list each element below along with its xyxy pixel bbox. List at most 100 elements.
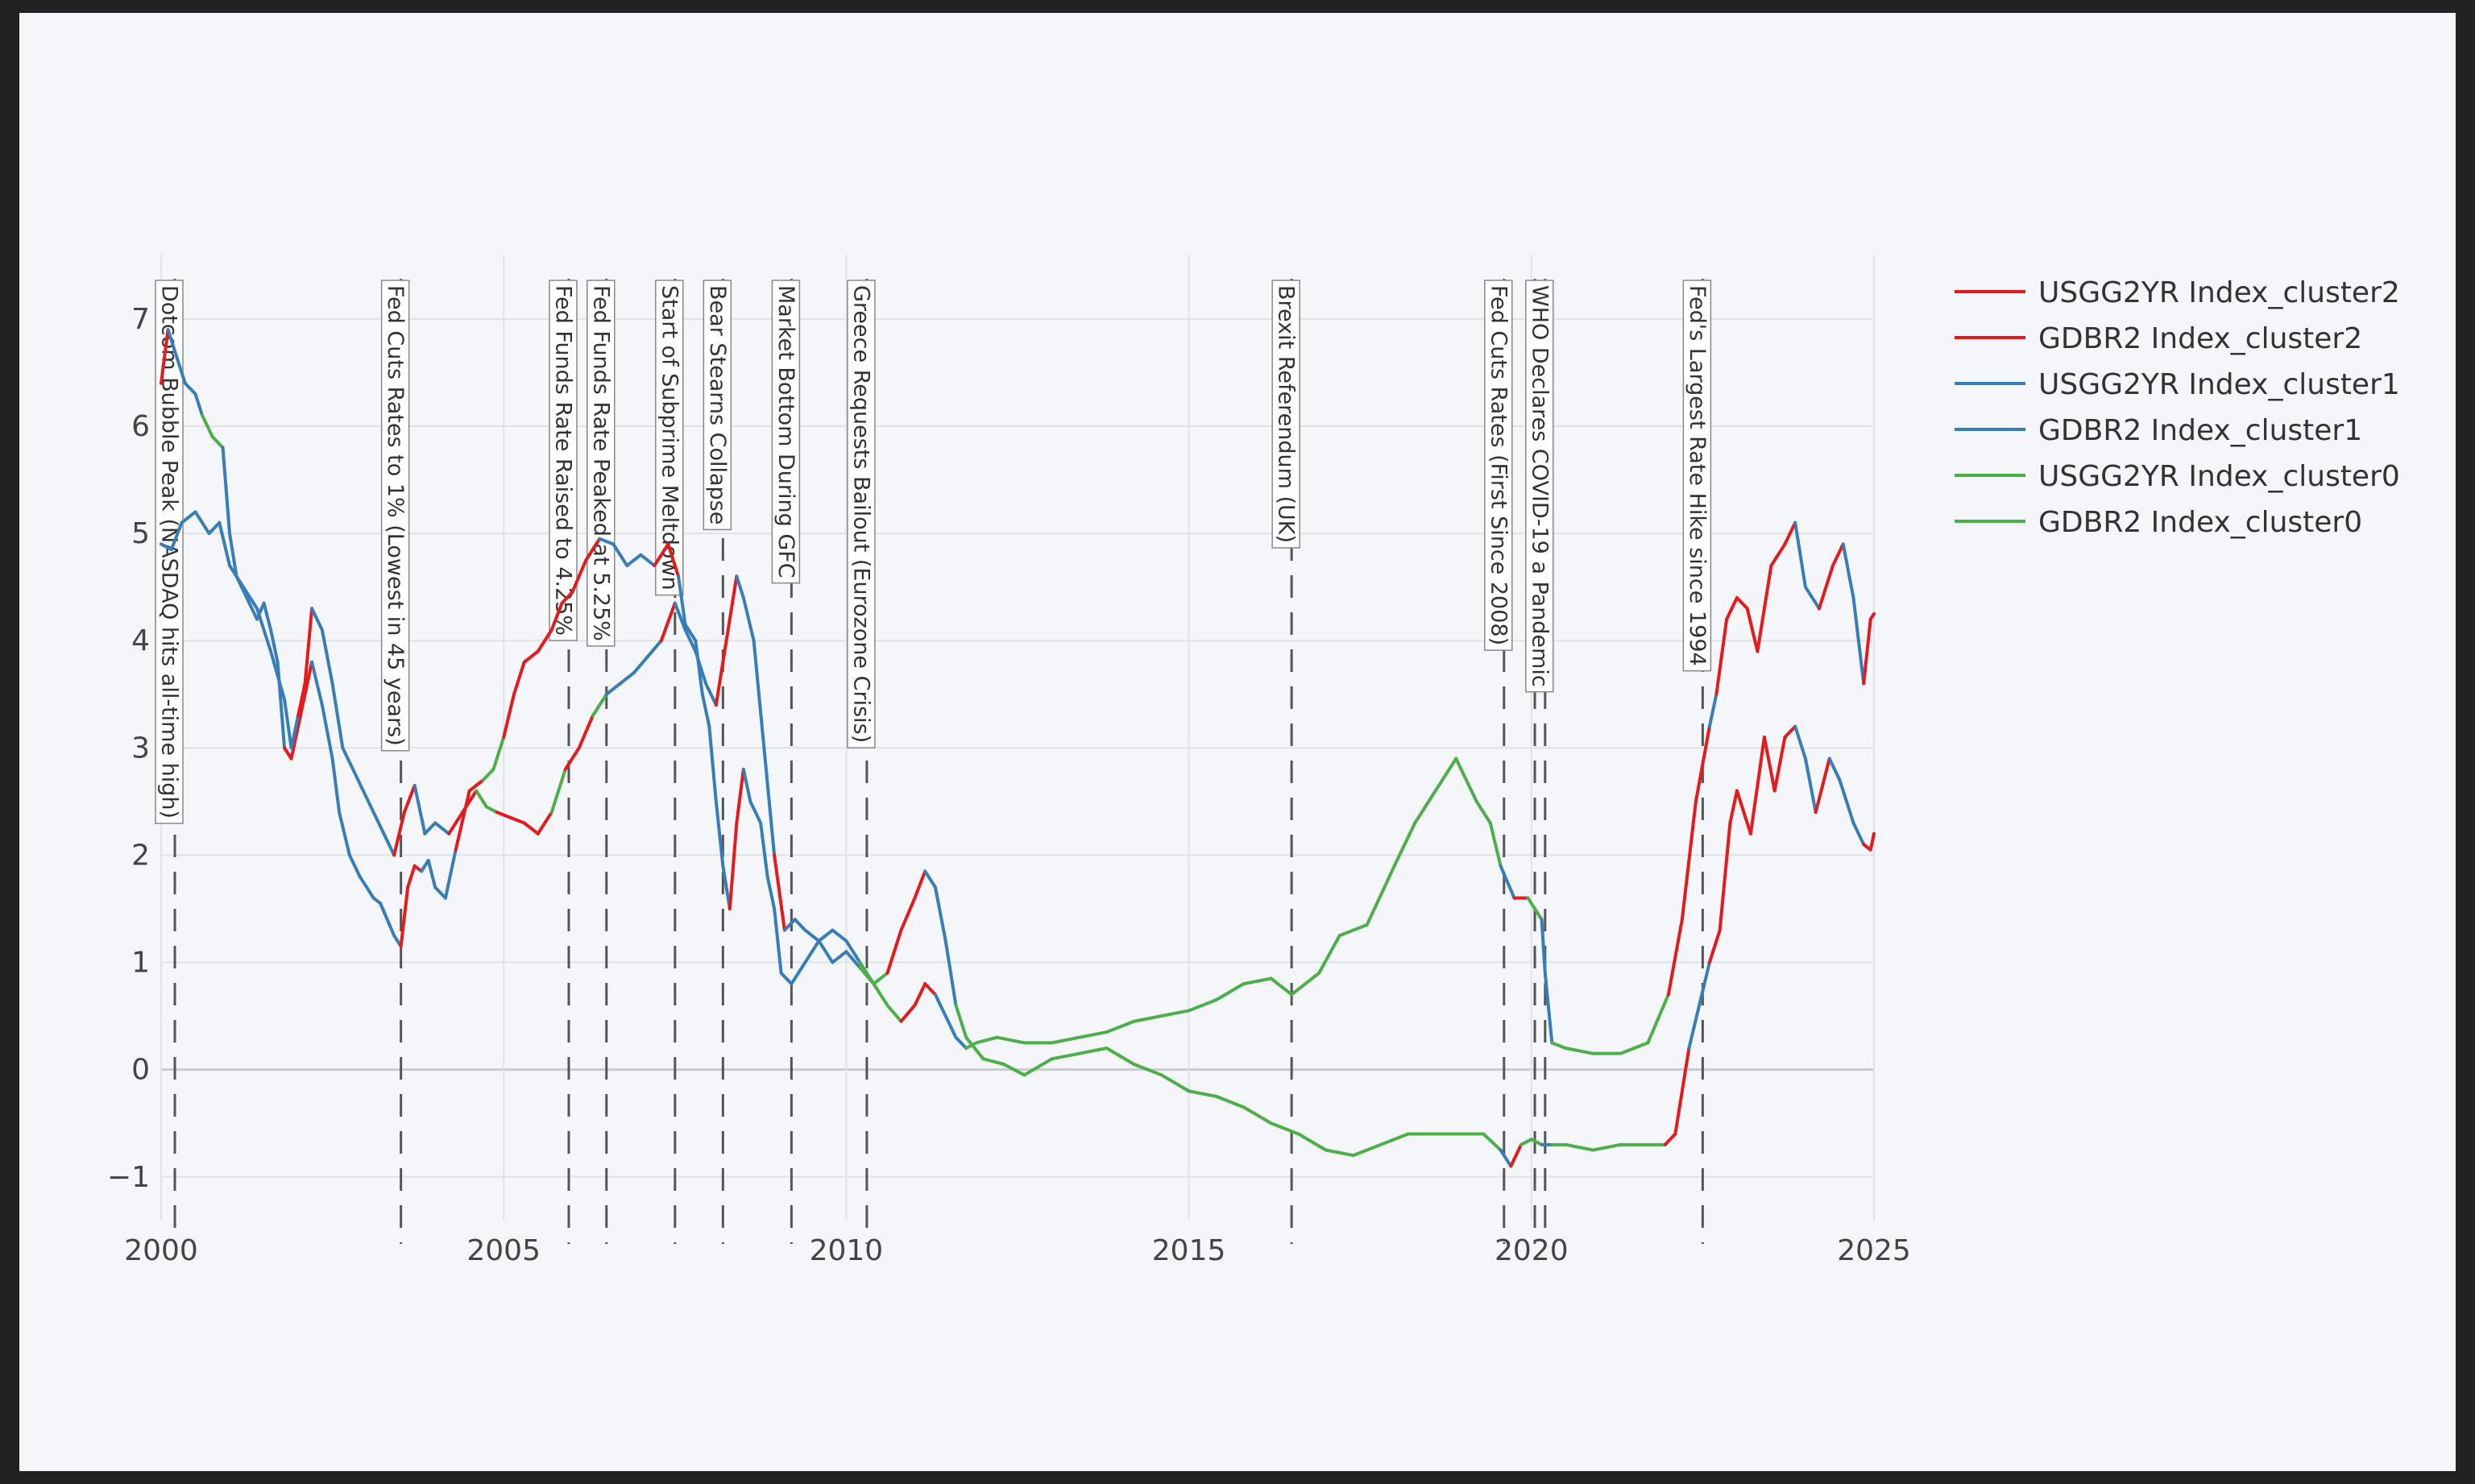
series-usgg2yr-segment (1793, 520, 1807, 589)
series-gdbr2-segment (659, 601, 677, 643)
event-annotation: Market Bottom During GFC (771, 280, 801, 584)
series-usgg2yr-segment (741, 767, 752, 803)
series-usgg2yr-segment (1817, 564, 1834, 611)
y-tick-label: 6 (131, 410, 150, 443)
event-label-box (1682, 280, 1712, 672)
series-gdbr2-segment (461, 789, 479, 815)
event-annotation: Start of Subprime Meltdown (655, 280, 684, 596)
series-usgg2yr-segment (1550, 1041, 1568, 1051)
series-gdbr2-segment (1296, 1132, 1328, 1152)
series-gdbr2-segment (508, 815, 526, 825)
series-usgg2yr-segment (844, 950, 862, 970)
series-usgg2yr-segment (721, 864, 732, 910)
series-gdbr2-segment (683, 628, 698, 653)
series-gdbr2-segment (1687, 1003, 1702, 1051)
series-usgg2yr-segment (358, 875, 369, 889)
series-gdbr2-segment (981, 1057, 1005, 1066)
series-usgg2yr-segment (728, 821, 739, 910)
series-gdbr2-segment (1351, 1142, 1383, 1158)
series-gdbr2-segment (303, 607, 314, 686)
series-usgg2yr-segment (1646, 993, 1670, 1045)
series-usgg2yr-segment (584, 537, 602, 562)
x-tick-label: 2015 (1152, 1234, 1226, 1267)
series-usgg2yr-segment (454, 789, 471, 852)
legend-item: USGG2YR Index_cluster0 (1955, 460, 2400, 493)
legend: USGG2YR Index_cluster2 GDBR2 Index_cluste… (1955, 276, 2400, 539)
series-usgg2yr-segment (1187, 998, 1218, 1013)
series-gdbr2-segment (1529, 1138, 1544, 1146)
series-gdbr2-segment (793, 918, 807, 932)
series-usgg2yr-segment (1159, 1009, 1191, 1018)
series-usgg2yr-segment (899, 1003, 917, 1023)
series-usgg2yr-segment (320, 703, 334, 761)
series-usgg2yr-segment (885, 1003, 903, 1023)
series-gdbr2-segment (831, 928, 848, 943)
series-usgg2yr-segment (481, 767, 495, 782)
series-usgg2yr-segment (1526, 896, 1537, 910)
series-usgg2yr-segment (683, 623, 698, 643)
series-gdbr2-segment (1159, 1073, 1191, 1093)
series-usgg2yr-segment (1433, 757, 1458, 793)
event-label: Fed Cuts Rates to 1% (Lowest in 45 years… (383, 285, 408, 746)
series-usgg2yr-segment (536, 628, 553, 653)
y-tick-label: 4 (131, 624, 150, 657)
event-annotation: Fed Cuts Rates to 1% (Lowest in 45 years… (380, 280, 410, 752)
series-usgg2yr-segment (759, 821, 769, 879)
series-usgg2yr-segment (1694, 724, 1711, 803)
series-gdbr2-segment (242, 585, 259, 611)
series-gdbr2-segment (1827, 757, 1842, 782)
event-label-box (1271, 280, 1300, 549)
series-usgg2yr-segment (1337, 922, 1369, 938)
series-gdbr2-segment (1499, 1148, 1513, 1168)
event-label: Fed Cuts Rates (First Since 2008) (1486, 285, 1511, 645)
event-annotation: Fed's Largest Rate Hike since 1994 (1682, 280, 1712, 672)
y-tick-label: 2 (131, 839, 150, 872)
series-gdbr2-segment (577, 714, 595, 750)
series-usgg2yr-segment (1803, 585, 1821, 611)
event-label-box (847, 280, 876, 748)
series-usgg2yr-segment (1619, 1041, 1650, 1055)
series-gdbr2-segment (169, 520, 184, 552)
series-gdbr2-segment (1564, 1142, 1595, 1152)
series-gdbr2-segment (330, 682, 345, 750)
series-usgg2yr-segment (923, 982, 937, 997)
series-usgg2yr-segment (954, 1035, 968, 1051)
series-gdbr2-segment (228, 564, 246, 589)
series-usgg2yr-segment (1769, 542, 1787, 568)
chart-canvas: Dotcom Bubble Peak (NASDAQ hits all-time… (19, 13, 2456, 1471)
series-gdbr2-segment (296, 682, 307, 718)
series-gdbr2-segment (402, 783, 417, 815)
series-gdbr2-segment (1707, 928, 1722, 964)
series-gdbr2-segment (913, 869, 927, 900)
x-tick-label: 2000 (124, 1234, 198, 1267)
series-gdbr2-segment (885, 928, 903, 975)
series-usgg2yr-segment (399, 885, 410, 948)
series-gdbr2-segment (1132, 1062, 1163, 1077)
event-label: Fed Funds Rate Peaked at 5.25% (588, 285, 613, 641)
series-usgg2yr-segment (1841, 542, 1855, 599)
series-usgg2yr-segment (491, 736, 506, 771)
series-usgg2yr-segment (160, 328, 170, 385)
series-gdbr2-segment (618, 671, 636, 686)
series-gdbr2-segment (341, 746, 355, 771)
series-usgg2yr-segment (502, 692, 516, 739)
series-usgg2yr-segment (974, 1035, 999, 1045)
series-usgg2yr-segment (611, 542, 629, 568)
event-label-box (549, 280, 578, 641)
legend-item: GDBR2 Index_cluster1 (1955, 414, 2362, 447)
legend-item: GDBR2 Index_cluster0 (1955, 506, 2362, 539)
series-gdbr2-segment (1591, 1142, 1623, 1152)
series-gdbr2-segment (475, 789, 488, 809)
series-usgg2yr-segment (406, 864, 417, 889)
series-usgg2yr-segment (1540, 918, 1547, 975)
series-gdbr2-segment (1378, 1132, 1410, 1146)
series-gdbr2-segment (392, 810, 406, 857)
series-usgg2yr-segment (1474, 799, 1492, 825)
series-usgg2yr-segment (570, 558, 588, 595)
series-gdbr2-segment (704, 682, 718, 707)
series-usgg2yr-segment (433, 885, 447, 900)
series-usgg2yr-segment (666, 542, 681, 578)
series-gdbr2-segment (1022, 1057, 1054, 1077)
y-tick-label: 7 (131, 303, 150, 336)
series-gdbr2-segment (964, 1035, 985, 1061)
